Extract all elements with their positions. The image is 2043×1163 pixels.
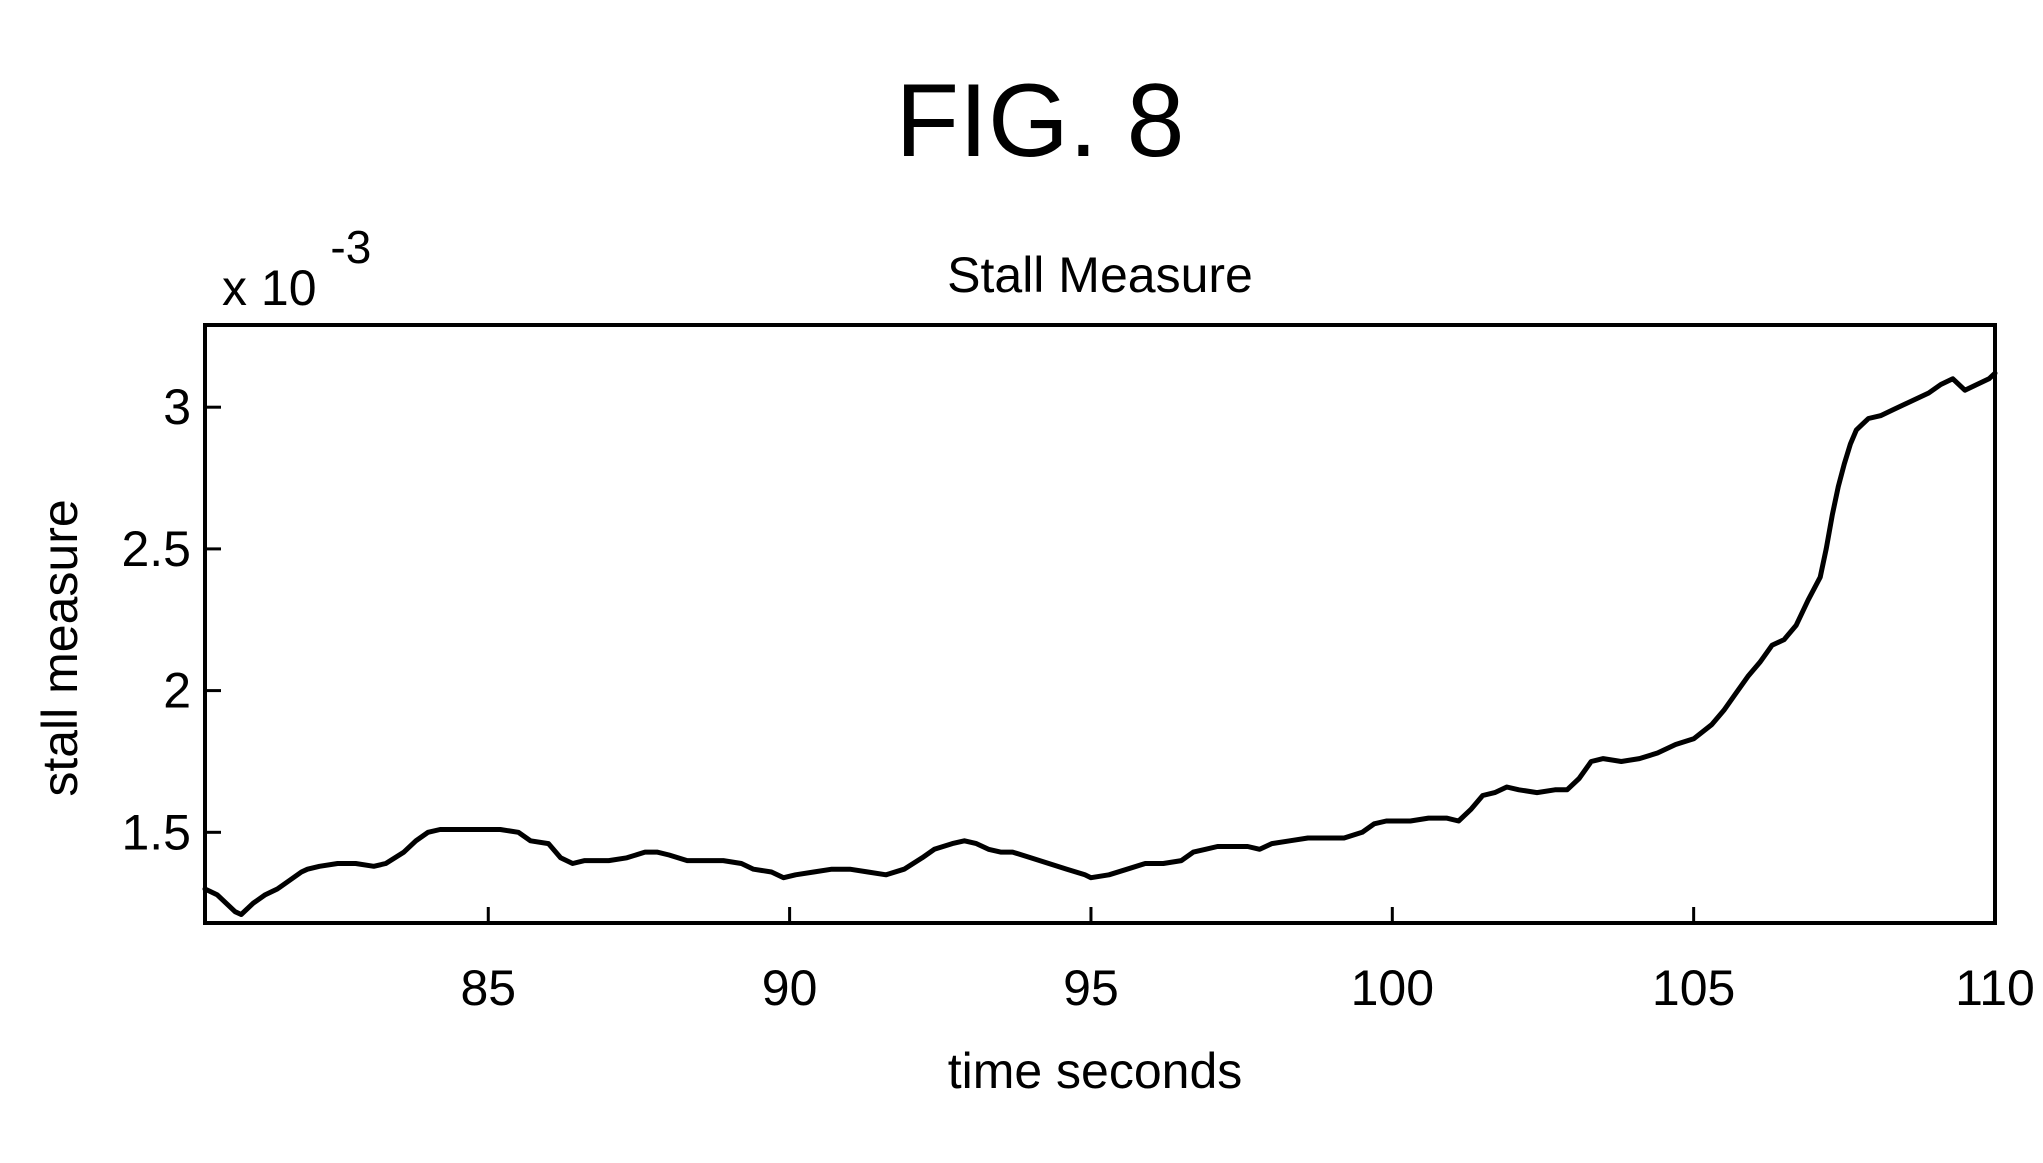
y-tick-label-1.5: 1.5 (121, 804, 191, 860)
x-tick-label-100: 100 (1351, 960, 1434, 1016)
x-tick-label-85: 85 (460, 960, 516, 1016)
series-line-0 (205, 373, 1995, 914)
y-tick-label-2.5: 2.5 (121, 521, 191, 577)
x-tick-label-90: 90 (762, 960, 818, 1016)
y-axis-multiplier-exponent: -3 (330, 221, 371, 273)
x-axis-label: time seconds (948, 1043, 1243, 1099)
y-axis-multiplier: x 10 -3 (222, 221, 371, 316)
x-tick-label-110: 110 (1955, 960, 2035, 1016)
chart-title: Stall Measure (947, 247, 1253, 303)
y-tick-label-3: 3 (163, 379, 191, 435)
plot-frame (205, 325, 1995, 923)
series-layer (205, 373, 1995, 914)
figure-label: FIG. 8 (896, 63, 1185, 179)
x-tick-label-105: 105 (1652, 960, 1735, 1016)
ticks-layer: 85 90 95 100 105 110 1.5 2 2.5 3 (121, 379, 2034, 1016)
y-axis-multiplier-base: x 10 (222, 260, 317, 316)
x-tick-label-95: 95 (1063, 960, 1119, 1016)
y-axis-label: stall measure (32, 499, 88, 796)
y-tick-label-2: 2 (163, 663, 191, 719)
